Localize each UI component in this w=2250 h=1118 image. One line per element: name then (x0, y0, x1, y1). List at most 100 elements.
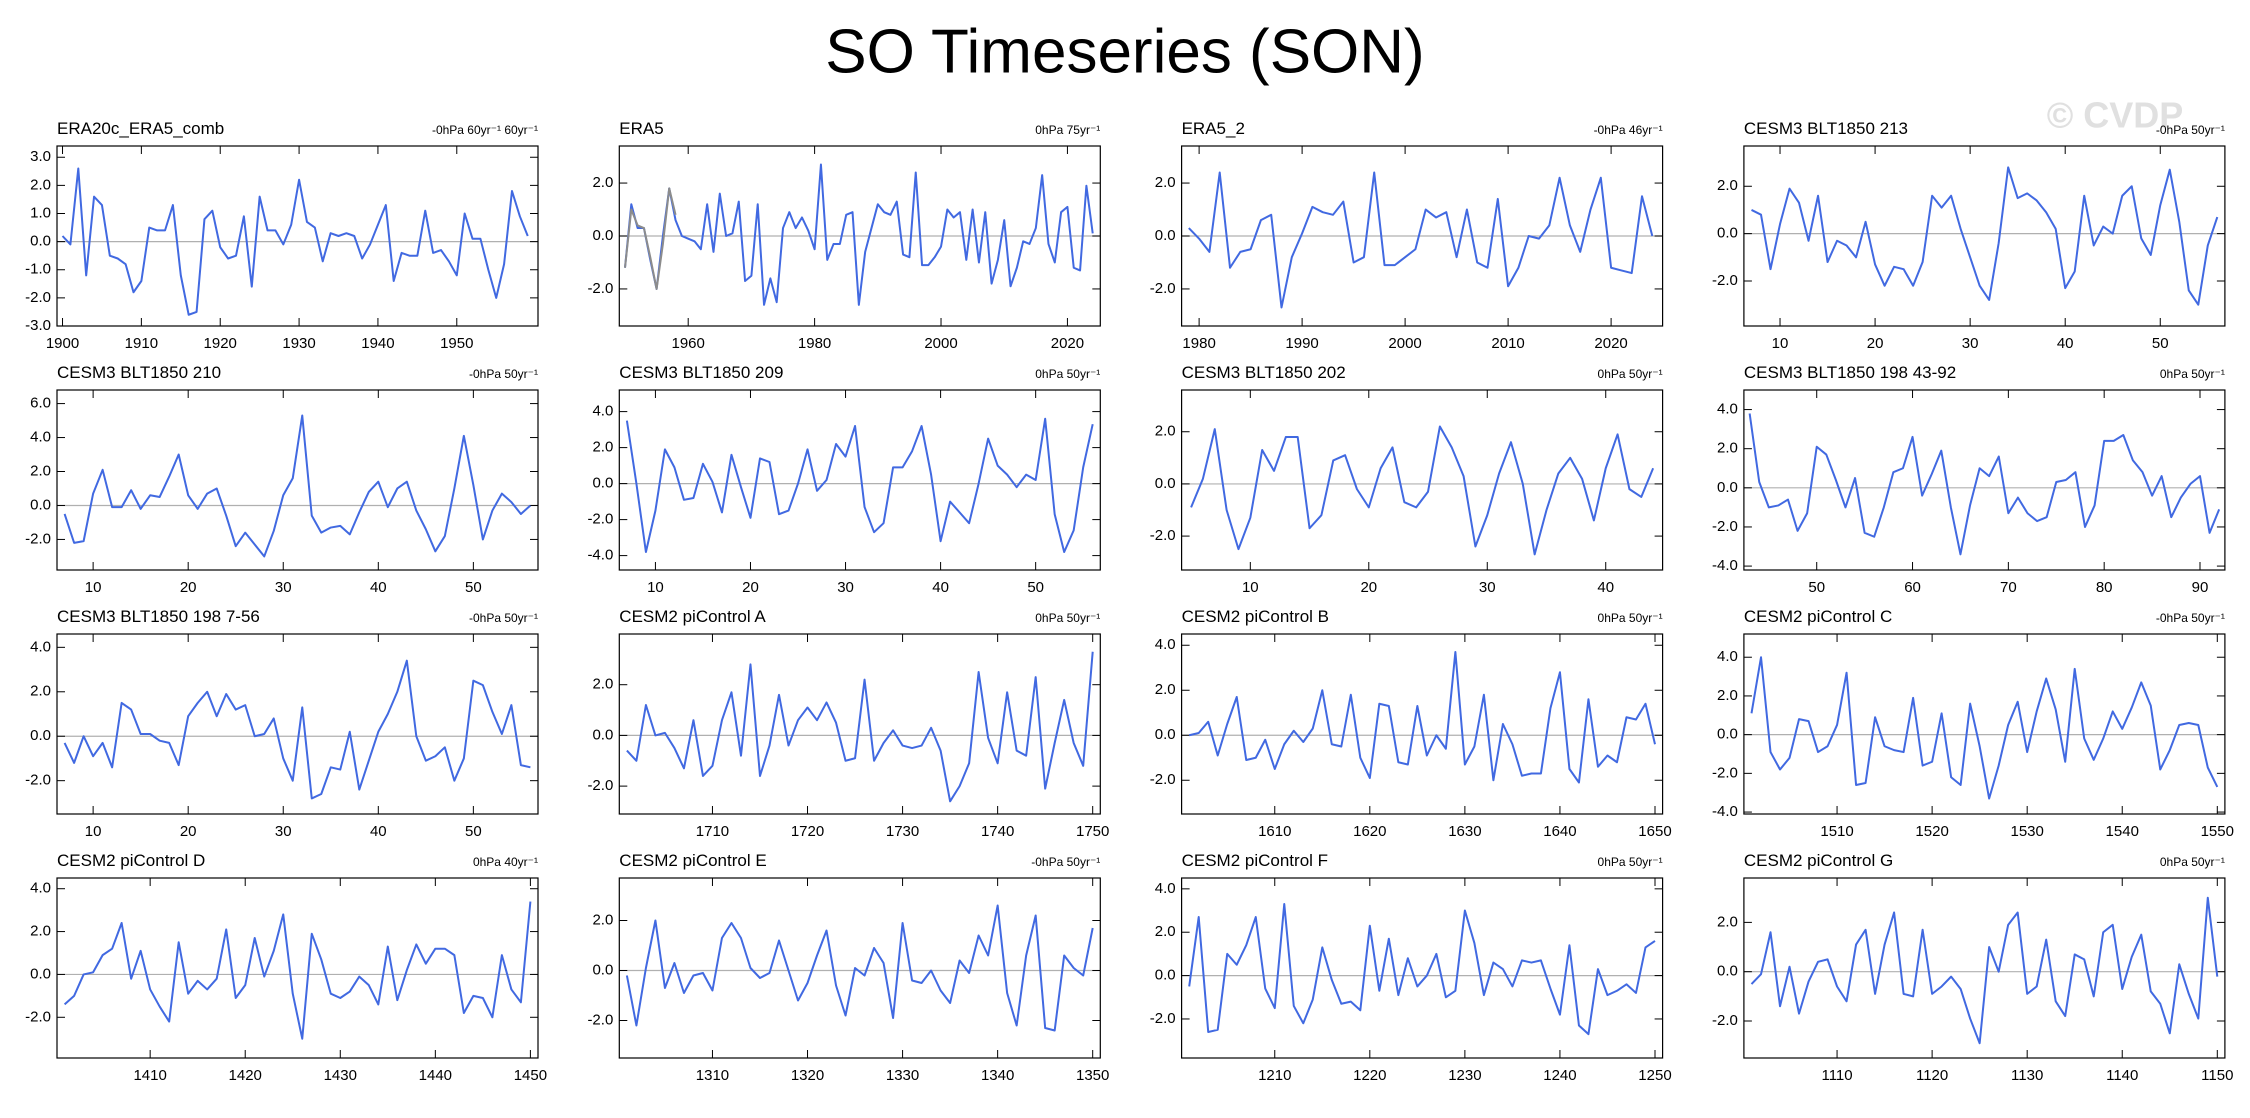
y-tick-label: 0.0 (1155, 967, 1176, 984)
y-tick-label: 2.0 (30, 462, 51, 479)
x-tick-label: 50 (1027, 579, 1044, 596)
series-line (1188, 171, 1654, 309)
y-tick-label: -2.0 (1712, 1012, 1738, 1029)
y-tick-label: 2.0 (592, 911, 613, 928)
panel-title: CESM3 BLT1850 213 (1744, 119, 1908, 138)
x-tick-label: 2000 (1388, 335, 1421, 352)
panel-title: CESM3 BLT1850 198 7-56 (57, 607, 260, 626)
x-tick-label: 1520 (1915, 823, 1948, 840)
y-tick-label: 4.0 (30, 429, 51, 446)
x-tick-label: 1310 (696, 1067, 729, 1084)
series-line (626, 651, 1094, 803)
series-line (625, 904, 1094, 1032)
x-tick-label: 1980 (1182, 335, 1215, 352)
page-title: SO Timeseries (SON) (825, 17, 1424, 86)
x-tick-label: 2020 (1051, 335, 1084, 352)
y-tick-label: 0.0 (30, 233, 51, 250)
series-line (1188, 903, 1656, 1036)
y-tick-label: 2.0 (1717, 687, 1738, 704)
plot-frame (56, 389, 539, 571)
y-tick-label: 0.0 (592, 227, 613, 244)
x-tick-label: 1980 (798, 335, 831, 352)
series-line (623, 163, 1094, 306)
plot-frame (1743, 389, 2226, 571)
panel-subtitle: 0hPa 50yr⁻¹ (2160, 367, 2225, 381)
panel-title: ERA5 (619, 119, 663, 138)
panel-subtitle: -0hPa 50yr⁻¹ (469, 611, 538, 625)
x-tick-label: 1250 (1638, 1067, 1671, 1084)
x-tick-label: 10 (647, 579, 664, 596)
y-tick-label: 2.0 (592, 439, 613, 456)
series-line (63, 901, 532, 1040)
x-tick-label: 30 (275, 823, 292, 840)
y-tick-label: -2.0 (587, 1011, 613, 1028)
x-tick-label: 50 (465, 823, 482, 840)
y-tick-label: 3.0 (30, 148, 51, 165)
y-tick-label: 0.0 (592, 475, 613, 492)
y-tick-label: -2.0 (25, 772, 51, 789)
x-tick-label: 1740 (981, 823, 1014, 840)
panel-subtitle: -0hPa 50yr⁻¹ (2156, 611, 2225, 625)
series-line (1750, 656, 2219, 800)
series-line (1188, 651, 1656, 784)
x-tick-label: 1440 (419, 1067, 452, 1084)
y-tick-label: -4.0 (1712, 803, 1738, 820)
panel-subtitle: 0hPa 50yr⁻¹ (2160, 855, 2225, 869)
x-tick-label: 1430 (324, 1067, 357, 1084)
panel-subtitle: 0hPa 50yr⁻¹ (1035, 611, 1100, 625)
panel-subtitle: -0hPa 50yr⁻¹ (1031, 855, 1100, 869)
x-tick-label: 2020 (1594, 335, 1627, 352)
panel-subtitle: 0hPa 75yr⁻¹ (1035, 123, 1100, 137)
panel-title: CESM2 piControl E (619, 851, 766, 870)
x-tick-label: 1930 (282, 335, 315, 352)
x-tick-label: 10 (1772, 335, 1789, 352)
y-tick-label: 0.0 (1155, 726, 1176, 743)
x-tick-label: 30 (275, 579, 292, 596)
x-tick-label: 80 (2096, 579, 2113, 596)
x-tick-label: 60 (1904, 579, 1921, 596)
x-tick-label: 50 (2152, 335, 2169, 352)
y-tick-label: 1.0 (30, 204, 51, 221)
x-tick-label: 10 (1242, 579, 1259, 596)
x-tick-label: 20 (1867, 335, 1884, 352)
x-tick-label: 1620 (1353, 823, 1386, 840)
y-tick-label: 0.0 (30, 496, 51, 513)
x-tick-label: 50 (1808, 579, 1825, 596)
panel-title: CESM3 BLT1850 198 43-92 (1744, 363, 1956, 382)
y-tick-label: 0.0 (30, 727, 51, 744)
x-tick-label: 1940 (361, 335, 394, 352)
plot-frame (1743, 633, 2226, 815)
x-tick-label: 1320 (791, 1067, 824, 1084)
y-tick-label: 2.0 (1155, 923, 1176, 940)
x-tick-label: 40 (370, 579, 387, 596)
y-tick-label: 0.0 (1717, 225, 1738, 242)
x-tick-label: 40 (370, 823, 387, 840)
panel-title: CESM3 BLT1850 209 (619, 363, 783, 382)
y-tick-label: -2.0 (1150, 527, 1176, 544)
plot-frame (618, 389, 1101, 571)
y-tick-label: -2.0 (1150, 771, 1176, 788)
x-tick-label: 1130 (2011, 1067, 2043, 1084)
x-tick-label: 1750 (1076, 823, 1109, 840)
series-line (63, 659, 531, 800)
y-tick-label: -2.0 (1150, 280, 1176, 297)
x-tick-label: 1710 (696, 823, 729, 840)
panel-subtitle: 0hPa 50yr⁻¹ (1598, 855, 1663, 869)
panel-title: ERA20c_ERA5_comb (57, 119, 224, 138)
y-tick-label: 4.0 (1717, 401, 1738, 418)
x-tick-label: 1220 (1353, 1067, 1386, 1084)
x-tick-label: 10 (85, 579, 102, 596)
x-tick-label: 1650 (1638, 823, 1671, 840)
y-tick-label: -4.0 (1712, 557, 1738, 574)
series-line (61, 167, 529, 316)
x-tick-label: 2000 (924, 335, 957, 352)
plot-frame (56, 877, 539, 1059)
panel-title: CESM2 piControl G (1744, 851, 1893, 870)
x-tick-label: 20 (1360, 579, 1377, 596)
plot-frame (1743, 877, 2226, 1059)
plot-frame (618, 877, 1101, 1059)
x-tick-label: 1240 (1543, 1067, 1576, 1084)
series-line (625, 417, 1094, 553)
series-line (1190, 425, 1655, 556)
